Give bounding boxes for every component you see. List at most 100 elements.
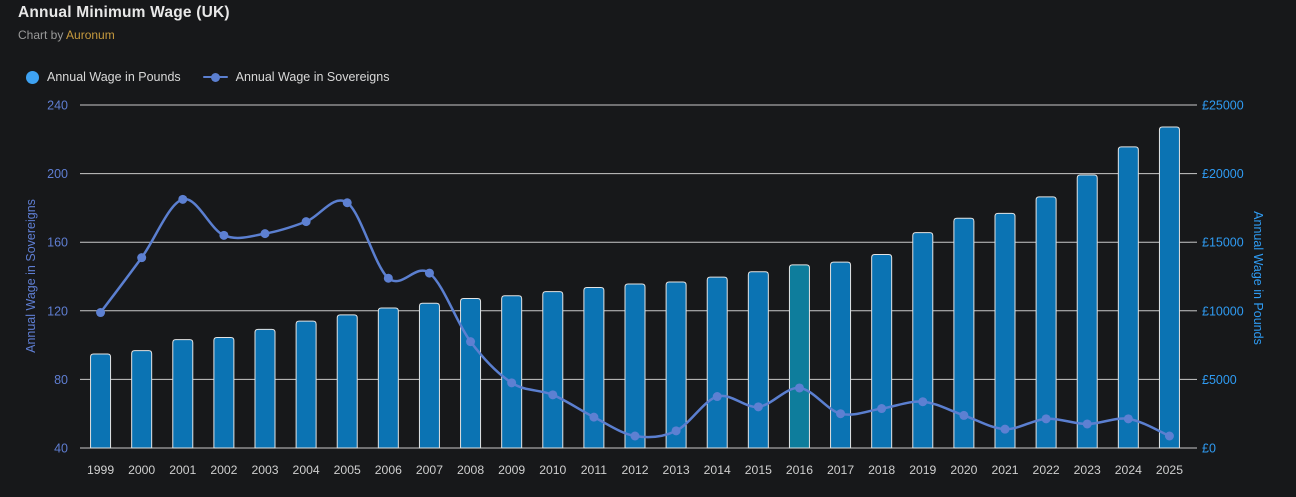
line-point-2018[interactable] (877, 404, 887, 414)
sovereigns-series-icon (202, 71, 228, 84)
line-point-2010[interactable] (548, 390, 558, 400)
line-point-2004[interactable] (301, 217, 311, 227)
left-tick-label: 160 (47, 236, 68, 250)
x-tick-label: 2016 (786, 463, 813, 477)
bar-2023[interactable] (1076, 174, 1098, 449)
bar-2020[interactable] (953, 217, 975, 449)
line-point-2016[interactable] (794, 383, 804, 393)
x-tick-label: 2009 (498, 463, 525, 477)
bar-2001[interactable] (172, 339, 194, 449)
x-tick-label: 2001 (169, 463, 196, 477)
bar-2014[interactable] (706, 276, 728, 449)
x-tick-label: 1999 (87, 463, 114, 477)
legend-label-sovereigns: Annual Wage in Sovereigns (235, 70, 390, 84)
x-tick-label: 2002 (210, 463, 237, 477)
x-tick-label: 2013 (663, 463, 690, 477)
x-tick-label: 2006 (375, 463, 402, 477)
line-point-2006[interactable] (383, 273, 393, 283)
line-point-2005[interactable] (342, 198, 352, 208)
x-tick-label: 2022 (1033, 463, 1060, 477)
bar-2009[interactable] (501, 295, 523, 449)
line-point-2023[interactable] (1082, 419, 1092, 429)
line-point-2001[interactable] (178, 194, 188, 204)
x-tick-label: 2017 (827, 463, 854, 477)
bar-2011[interactable] (583, 286, 605, 449)
bar-2025[interactable] (1158, 126, 1180, 449)
bar-2006[interactable] (377, 307, 399, 449)
right-tick-label: £5000 (1202, 373, 1237, 387)
bar-2013[interactable] (665, 281, 687, 449)
right-tick-label: £15000 (1202, 236, 1244, 250)
x-tick-label: 2019 (909, 463, 936, 477)
right-tick-label: £20000 (1202, 167, 1244, 181)
legend-label-pounds: Annual Wage in Pounds (47, 70, 181, 84)
subtitle-prefix: Chart by (18, 28, 67, 42)
bar-2021[interactable] (994, 212, 1016, 449)
line-point-2020[interactable] (959, 410, 969, 420)
left-tick-label: 40 (54, 442, 68, 456)
bar-2019[interactable] (912, 232, 934, 449)
pounds-series-icon (26, 70, 39, 84)
line-point-2022[interactable] (1041, 414, 1051, 424)
bar-2016[interactable] (788, 264, 810, 449)
brand-link[interactable]: Auronum (66, 28, 115, 42)
x-tick-label: 2003 (251, 463, 278, 477)
chart-title: Annual Minimum Wage (UK) (18, 4, 230, 21)
line-point-2011[interactable] (589, 412, 599, 422)
x-tick-label: 2005 (334, 463, 361, 477)
bar-2024[interactable] (1117, 146, 1139, 449)
bar-2008[interactable] (460, 297, 482, 449)
left-tick-label: 200 (47, 167, 68, 181)
line-point-2009[interactable] (507, 378, 517, 388)
line-point-2019[interactable] (918, 397, 928, 407)
x-tick-label: 2020 (950, 463, 977, 477)
bar-2003[interactable] (254, 328, 276, 449)
bar-2012[interactable] (624, 283, 646, 449)
left-tick-label: 80 (54, 373, 68, 387)
bar-1999[interactable] (90, 353, 112, 449)
bar-2015[interactable] (747, 271, 769, 449)
line-point-2008[interactable] (466, 337, 476, 347)
bar-2022[interactable] (1035, 196, 1057, 449)
line-point-2025[interactable] (1164, 431, 1174, 441)
line-point-2002[interactable] (219, 230, 229, 240)
bar-2010[interactable] (542, 291, 564, 449)
bar-2017[interactable] (830, 261, 852, 449)
line-point-2017[interactable] (836, 409, 846, 419)
line-point-2007[interactable] (424, 268, 434, 278)
legend-item-pounds[interactable]: Annual Wage in Pounds (26, 70, 181, 84)
x-tick-label: 2000 (128, 463, 155, 477)
line-point-2021[interactable] (1000, 424, 1010, 434)
line-point-1999[interactable] (96, 308, 106, 318)
line-point-2014[interactable] (712, 392, 722, 402)
bar-2007[interactable] (418, 302, 440, 449)
x-tick-label: 2010 (539, 463, 566, 477)
right-tick-label: £25000 (1202, 99, 1244, 113)
chart-subtitle: Chart by Auronum (18, 28, 115, 42)
bar-2005[interactable] (336, 314, 358, 449)
bar-2018[interactable] (871, 254, 893, 449)
x-tick-label: 2012 (621, 463, 648, 477)
line-point-2015[interactable] (753, 402, 763, 412)
line-point-2012[interactable] (630, 431, 640, 441)
right-tick-label: £10000 (1202, 304, 1244, 318)
x-tick-label: 2004 (293, 463, 320, 477)
bar-2004[interactable] (295, 320, 317, 449)
line-point-2024[interactable] (1123, 414, 1133, 424)
x-tick-label: 2011 (581, 463, 607, 477)
legend-item-sovereigns[interactable]: Annual Wage in Sovereigns (202, 70, 390, 84)
line-point-2013[interactable] (671, 426, 681, 436)
bar-2000[interactable] (131, 350, 153, 449)
x-tick-label: 2015 (745, 463, 772, 477)
bar-2002[interactable] (213, 337, 235, 449)
line-point-2000[interactable] (137, 253, 147, 263)
x-tick-label: 2018 (868, 463, 895, 477)
line-point-2003[interactable] (260, 229, 270, 239)
x-tick-label: 2023 (1074, 463, 1101, 477)
x-tick-label: 2024 (1115, 463, 1142, 477)
x-tick-label: 2021 (991, 463, 1018, 477)
left-tick-label: 240 (47, 99, 68, 113)
x-tick-label: 2025 (1156, 463, 1183, 477)
